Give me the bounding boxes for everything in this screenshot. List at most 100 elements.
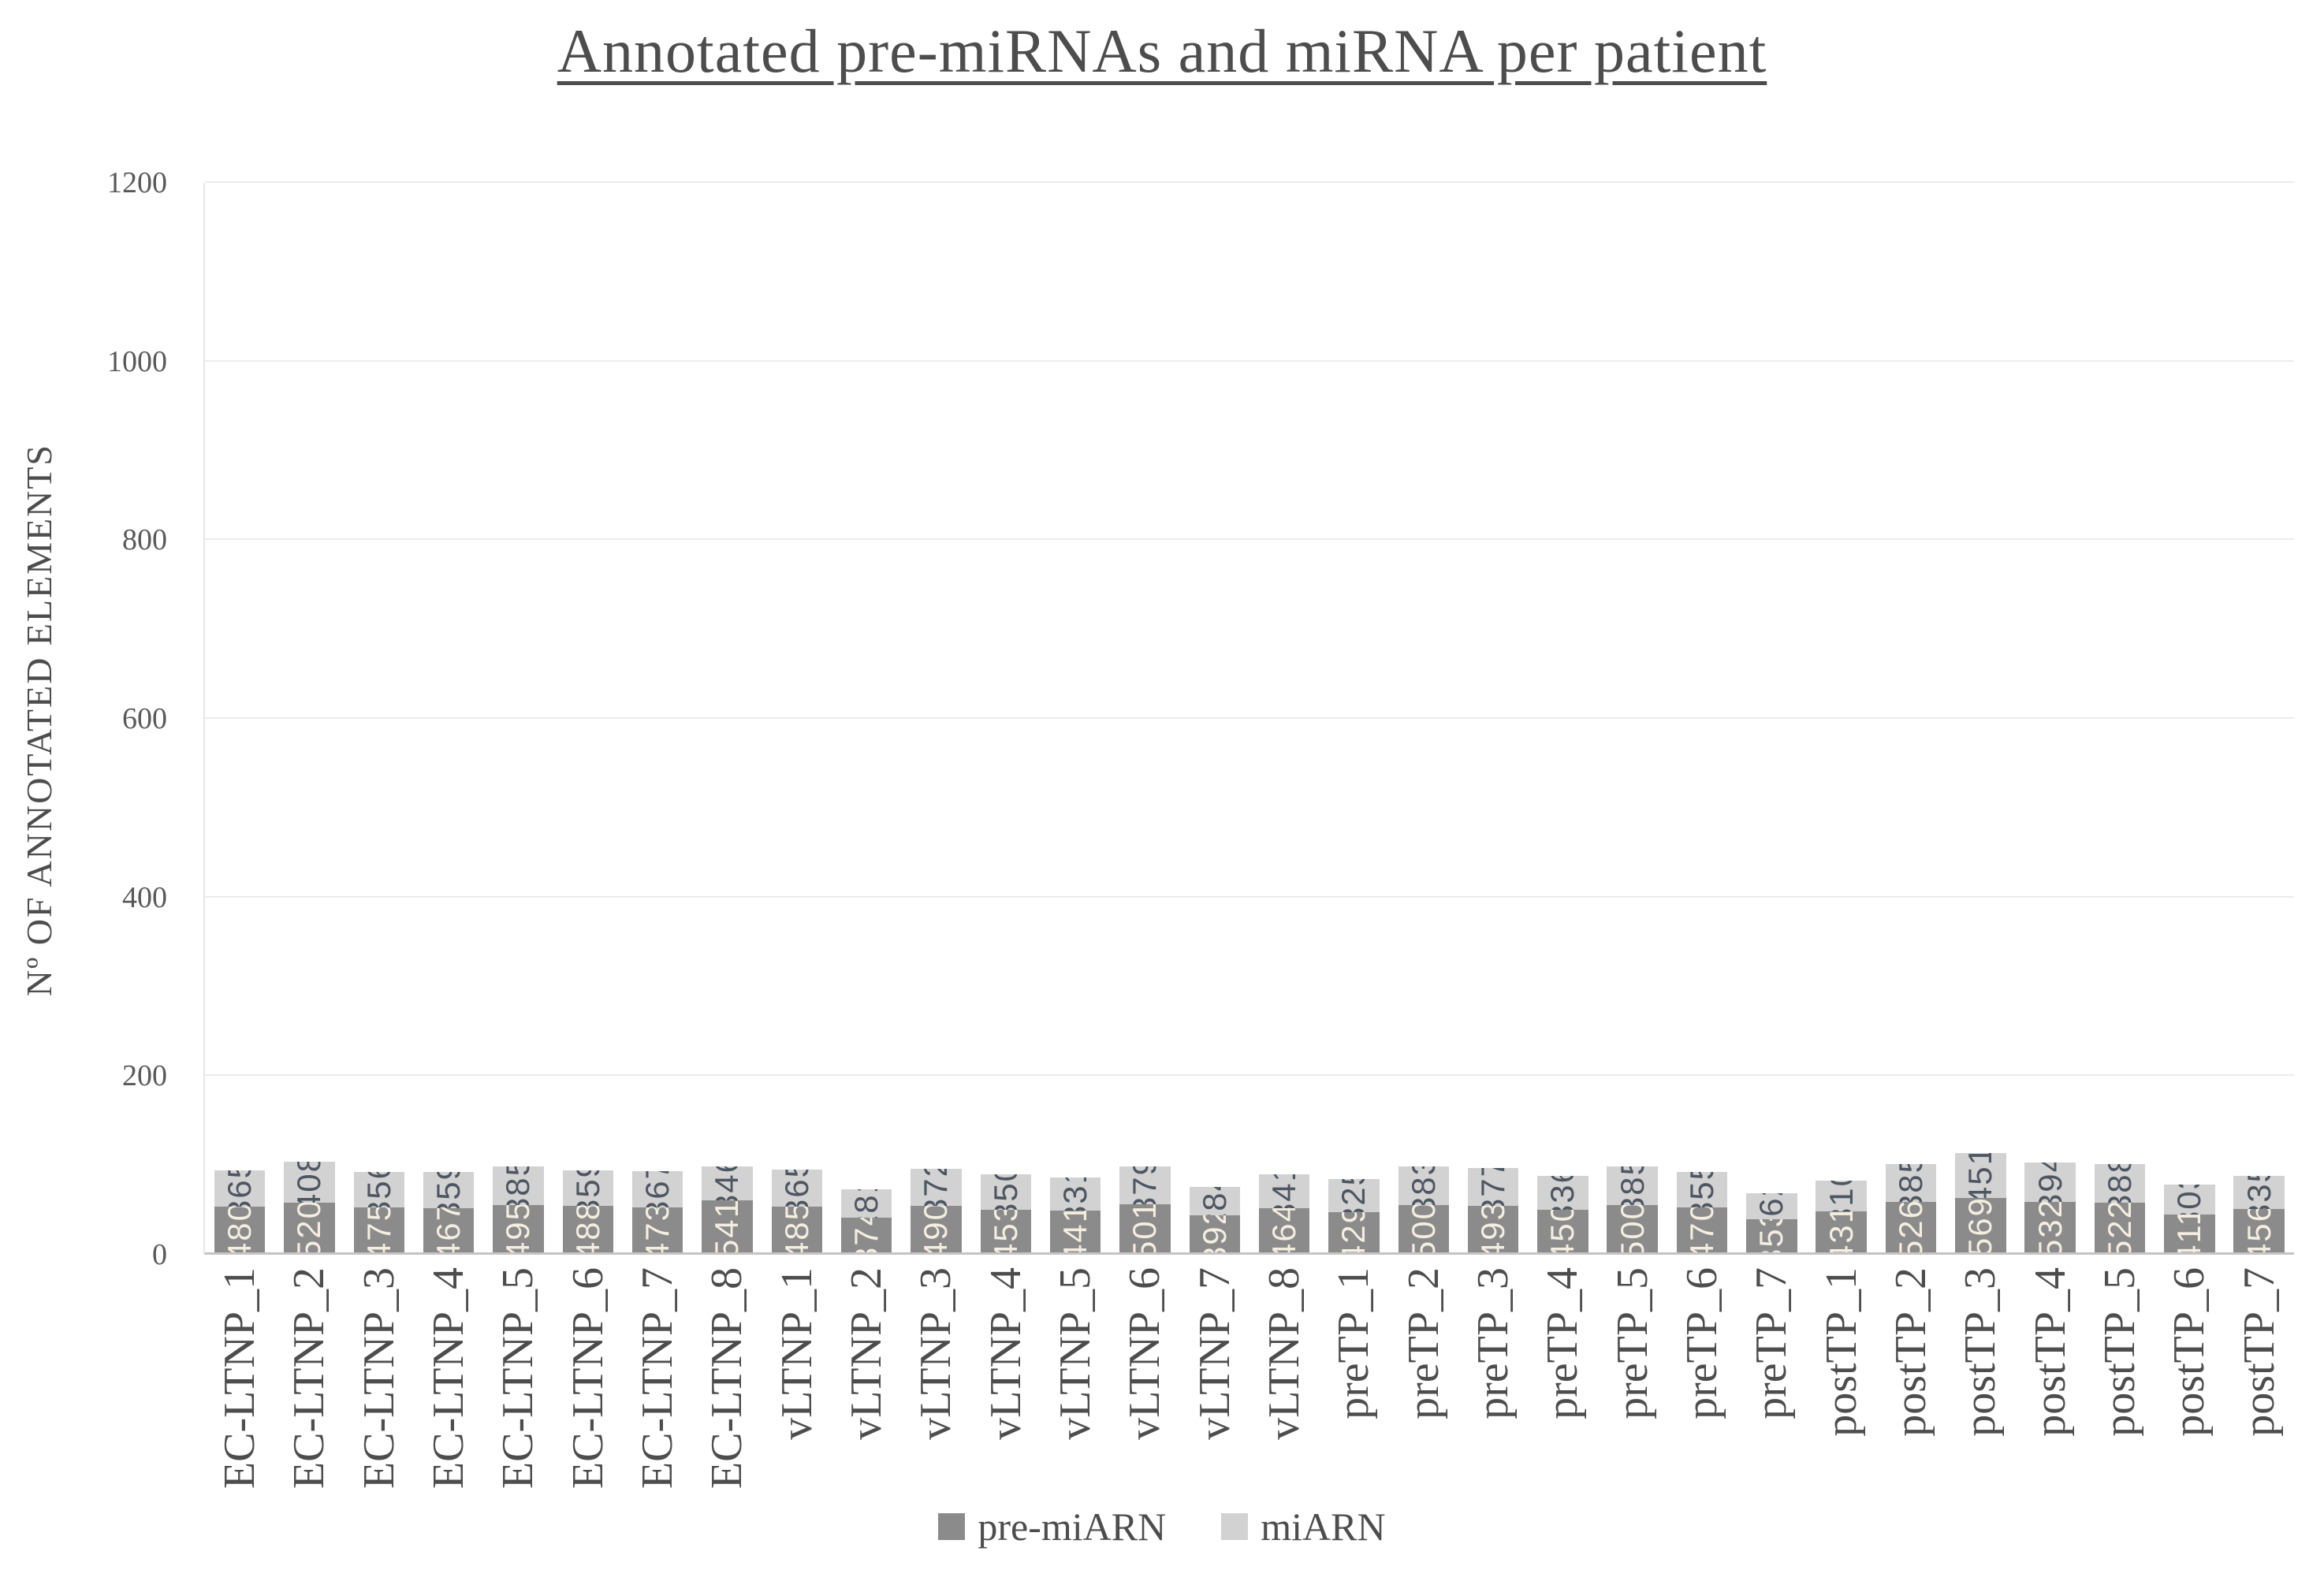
bar-value-label: 281 [847, 1189, 885, 1218]
x-category-label: postTP_5 [2095, 1267, 2145, 1437]
bar-value-label: 475 [359, 1207, 397, 1255]
bar-segment-miARN: 335 [2233, 1175, 2285, 1210]
bar-segment-pre-miARN: 495 [493, 1205, 544, 1255]
bar-segment-pre-miARN: 473 [631, 1207, 683, 1255]
bar-column: 325 429 [1319, 183, 1388, 1255]
x-category-label-cell: postTP_3 [1946, 1267, 2015, 1535]
x-axis-category-labels: EC-LTNP_1 EC-LTNP_2 EC-LTNP_3 EC-LTNP_4 EC-L… [205, 1267, 2294, 1535]
bar-segment-pre-miARN: 532 [2024, 1201, 2076, 1255]
legend-item-miARN: miARN [1221, 1504, 1386, 1549]
bar-column: 383 500 [1389, 183, 1458, 1255]
legend: pre-miARN miARN [0, 1504, 2324, 1549]
bar-value-label: 394 [2031, 1162, 2069, 1202]
bar-value-label: 359 [568, 1170, 606, 1207]
bar-segment-miARN: 385 [493, 1166, 544, 1206]
bar-value-label: 385 [1892, 1163, 1930, 1203]
x-category-label-cell: EC-LTNP_6 [553, 1267, 623, 1535]
x-category-label: preTP_5 [1607, 1267, 1657, 1419]
bar-segment-pre-miARN: 441 [1049, 1211, 1101, 1255]
stacked-bar: 356 475 [353, 1135, 405, 1255]
x-category-label: vLTNP_2 [842, 1267, 892, 1440]
bar-value-label: 473 [639, 1207, 676, 1255]
y-tick-label: 1000 [107, 344, 167, 378]
stacked-bar: 336 450 [1537, 1135, 1588, 1255]
bar-segment-pre-miARN: 488 [562, 1206, 614, 1255]
bar-segment-pre-miARN: 485 [771, 1206, 823, 1255]
x-category-label: postTP_4 [2025, 1267, 2075, 1437]
x-category-label: vLTNP_6 [1120, 1267, 1170, 1440]
x-category-label-cell: vLTNP_4 [971, 1267, 1041, 1535]
bar-value-label: 500 [1613, 1204, 1651, 1255]
legend-swatch-icon [938, 1513, 966, 1540]
x-category-label-cell: EC-LTNP_2 [274, 1267, 344, 1535]
bar-segment-pre-miARN: 353 [1746, 1219, 1797, 1255]
x-category-label-cell: vLTNP_1 [762, 1267, 832, 1535]
x-category-label: vLTNP_7 [1190, 1267, 1239, 1440]
x-category-label-cell: vLTNP_6 [1110, 1267, 1179, 1535]
bar-column: 346 541 [692, 183, 762, 1255]
bar-segment-miARN: 336 [1537, 1176, 1588, 1210]
bar-segment-miARN: 385 [1607, 1166, 1658, 1205]
x-category-label: EC-LTNP_7 [633, 1267, 683, 1490]
x-category-label: vLTNP_3 [911, 1267, 961, 1440]
x-category-label-cell: vLTNP_2 [832, 1267, 901, 1535]
y-tick-label: 200 [122, 1059, 167, 1093]
bar-value-label: 429 [1335, 1211, 1372, 1255]
bar-value-label: 303 [2170, 1185, 2208, 1215]
bar-column: 350 453 [971, 183, 1041, 1255]
x-category-label: postTP_6 [2165, 1267, 2214, 1437]
bar-value-label: 456 [2240, 1209, 2277, 1255]
x-category-label: preTP_1 [1329, 1267, 1379, 1419]
bar-value-label: 372 [917, 1168, 955, 1206]
bar-value-label: 359 [430, 1172, 467, 1208]
stacked-bar: 394 532 [2024, 1135, 2076, 1255]
bar-segment-pre-miARN: 467 [423, 1207, 475, 1255]
legend-label: pre-miARN [978, 1505, 1167, 1549]
bar-segment-miARN: 365 [214, 1170, 266, 1207]
x-category-label-cell: preTP_1 [1319, 1267, 1388, 1535]
bar-segment-pre-miARN: 522 [2094, 1202, 2146, 1255]
bar-column: 355 470 [1667, 183, 1737, 1255]
stacked-bar: 331 441 [1049, 1135, 1101, 1255]
bar-column: 310 431 [1807, 183, 1876, 1255]
x-category-label: EC-LTNP_5 [493, 1267, 543, 1490]
bar-segment-miARN: 281 [840, 1189, 892, 1218]
gridline [205, 181, 2294, 183]
bar-column: 303411 [2155, 183, 2224, 1255]
bar-value-label: 385 [499, 1166, 537, 1206]
bar-value-label: 441 [1056, 1211, 1094, 1255]
y-tick-label: 600 [122, 702, 167, 735]
x-category-label-cell: vLTNP_3 [901, 1267, 970, 1535]
bar-segment-pre-miARN: 392 [1189, 1215, 1240, 1255]
bar-value-label: 365 [221, 1170, 259, 1207]
bar-value-label: 520 [290, 1203, 328, 1255]
x-category-label: preTP_4 [1538, 1267, 1588, 1419]
bar-segment-pre-miARN: 453 [980, 1209, 1031, 1255]
bar-column: 336 450 [1528, 183, 1597, 1255]
bar-segment-miARN: 325 [1328, 1179, 1380, 1212]
x-category-label: postTP_2 [1886, 1267, 1936, 1437]
x-category-label-cell: preTP_4 [1528, 1267, 1597, 1535]
bar-segment-miARN: 388 [2094, 1163, 2146, 1203]
x-category-label-cell: EC-LTNP_1 [205, 1267, 274, 1535]
bar-value-label: 490 [917, 1205, 955, 1255]
bar-segment-miARN: 262 [1746, 1193, 1797, 1220]
stacked-bar: 385 526 [1885, 1135, 1937, 1255]
bar-segment-miARN: 379 [1119, 1166, 1171, 1205]
x-category-label-cell: vLTNP_7 [1180, 1267, 1250, 1535]
bar-column: 408 520 [274, 183, 344, 1255]
bar-value-label: 262 [1752, 1193, 1790, 1219]
stacked-bar: 388 522 [2094, 1135, 2146, 1255]
stacked-bar: 379 501 [1119, 1135, 1171, 1255]
bar-segment-pre-miARN: 431 [1816, 1211, 1867, 1255]
x-category-label: preTP_3 [1469, 1267, 1518, 1419]
x-category-label-cell: preTP_3 [1458, 1267, 1528, 1535]
bar-value-label: 331 [1056, 1177, 1094, 1211]
bar-value-label: 310 [1822, 1181, 1860, 1212]
bar-column: 365 485 [762, 183, 832, 1255]
bar-segment-pre-miARN: 470 [1676, 1207, 1728, 1255]
bar-value-label: 532 [2031, 1201, 2069, 1255]
stacked-bar: 359 467 [423, 1135, 475, 1255]
bar-segment-miARN: 385 [1885, 1163, 1937, 1203]
x-category-label-cell: preTP_2 [1389, 1267, 1458, 1535]
